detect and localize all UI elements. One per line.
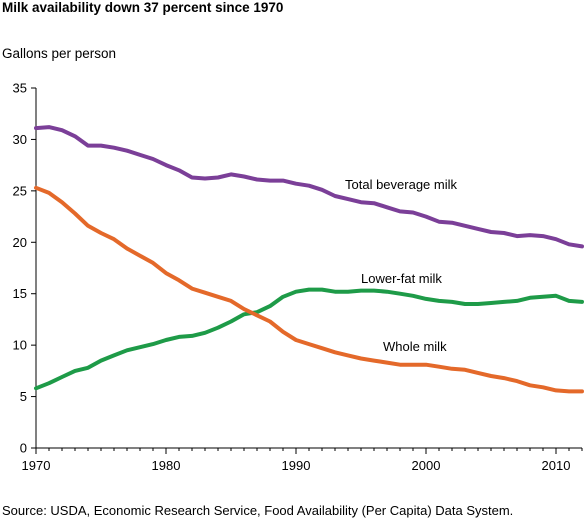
series-line-1 xyxy=(34,125,584,249)
y-tick-label: 10 xyxy=(13,338,27,353)
y-tick-label: 15 xyxy=(13,286,27,301)
series-label: Lower-fat milk xyxy=(361,271,442,286)
x-tick-label: 2000 xyxy=(412,458,441,473)
series-annotations: Total beverage milk Lower-fat milk Whole m… xyxy=(345,177,457,354)
y-tick-label: 20 xyxy=(13,235,27,250)
y-tick-label: 0 xyxy=(20,441,27,456)
x-tick-label: 2010 xyxy=(542,458,571,473)
y-tick-label: 25 xyxy=(13,183,27,198)
series-label: Whole milk xyxy=(383,339,447,354)
x-tick-label: 1990 xyxy=(282,458,311,473)
series-line-3 xyxy=(34,185,584,394)
y-axis-label: Gallons per person xyxy=(2,46,117,61)
y-tick-label: 5 xyxy=(20,389,27,404)
x-tick-label: 1970 xyxy=(22,458,51,473)
source-note: Source: USDA, Economic Research Service,… xyxy=(2,503,514,518)
y-tick-label: 30 xyxy=(13,132,27,147)
y-tick-label: 35 xyxy=(13,81,27,96)
chart-title: Milk availability down 37 percent since … xyxy=(2,0,284,15)
x-tick-label: 1980 xyxy=(152,458,181,473)
series-lines xyxy=(34,125,584,394)
axes: 0 5 10 15 20 25 30 35 1970 1980 1990 2000 2010 xyxy=(13,81,583,473)
series-line-2 xyxy=(34,287,584,391)
series-label: Total beverage milk xyxy=(345,177,457,192)
